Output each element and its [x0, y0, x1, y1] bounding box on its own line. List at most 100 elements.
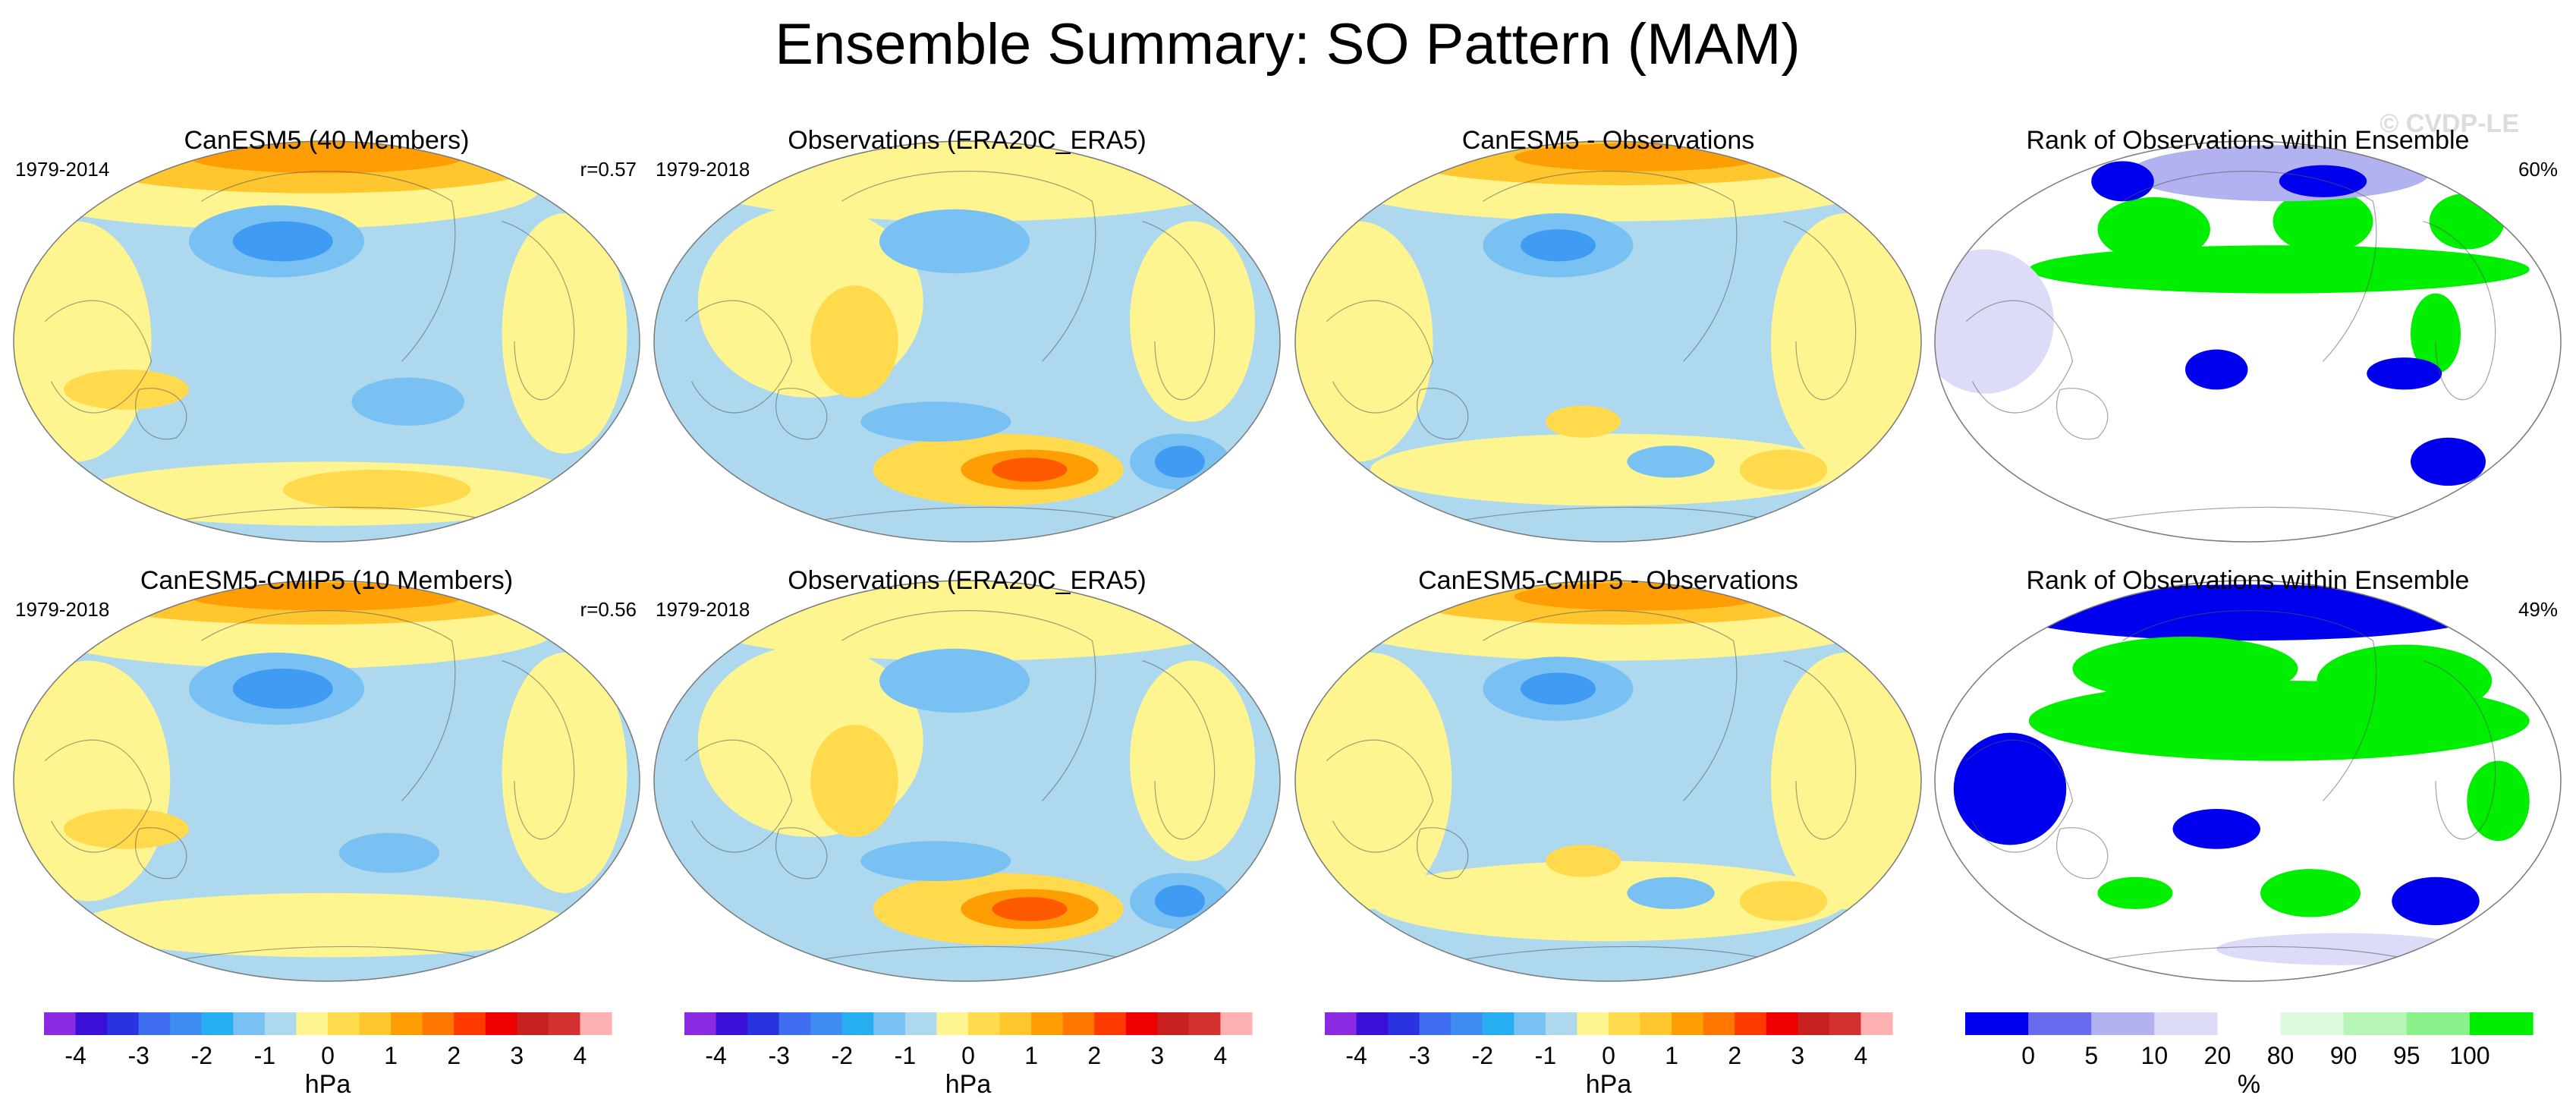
- panel-title: Observations (ERA20C_ERA5): [788, 126, 1146, 155]
- colorbar-swatch: [233, 1012, 266, 1035]
- coastline: [2056, 388, 2109, 440]
- field-patch: [232, 669, 333, 709]
- colorbar-swatch: [359, 1012, 392, 1035]
- figure-title: Ensemble Summary: SO Pattern (MAM): [775, 12, 1800, 77]
- map-panel: CanESM5 - Observations: [1294, 126, 1922, 543]
- field-patch: [1521, 229, 1596, 262]
- field-patch: [810, 725, 898, 837]
- field-patch: [1155, 445, 1205, 478]
- colorbar-swatch: [873, 1012, 906, 1035]
- coastline: [2091, 946, 2436, 966]
- field-patch: [1546, 405, 1621, 438]
- coastline: [775, 827, 828, 880]
- field-patch: [2411, 293, 2461, 374]
- period-label: 1979-2018: [15, 598, 109, 621]
- colorbar-swatch: [1609, 1012, 1641, 1035]
- colorbar-tick-label: -4: [1345, 1042, 1367, 1069]
- colorbar-swatch: [999, 1012, 1032, 1035]
- colorbar-swatch: [1703, 1012, 1735, 1035]
- field-patch: [14, 221, 152, 462]
- coastline: [2122, 171, 2377, 362]
- field-patch: [1935, 249, 2054, 394]
- colorbar-swatch: [1514, 1012, 1546, 1035]
- colorbar-tick-label: 100: [2449, 1042, 2490, 1069]
- colorbar-tick-label: -2: [191, 1042, 212, 1069]
- colorbar-tick-label: 0: [1602, 1042, 1615, 1069]
- map-panel: Rank of Observations within Ensemble 60%: [1934, 126, 2562, 543]
- colorbar-tick-label: -1: [254, 1042, 275, 1069]
- colorbar-unit-label: hPa: [1586, 1070, 1632, 1099]
- colorbar-tick-label: -3: [127, 1042, 149, 1069]
- field-patch: [1771, 213, 1921, 470]
- colorbar-unit-label: hPa: [945, 1070, 992, 1099]
- field-patch: [2097, 876, 2173, 909]
- field-patch: [502, 213, 627, 454]
- colorbar-swatch: [580, 1012, 612, 1035]
- coastline: [1483, 171, 1738, 362]
- map-border: [1934, 140, 2562, 543]
- map-panel: Rank of Observations within Ensemble 49%: [1934, 566, 2562, 982]
- field-patch: [879, 648, 1030, 713]
- colorbar-tick-label: 3: [1791, 1042, 1804, 1069]
- map-border: [13, 140, 640, 543]
- period-label: 1979-2018: [656, 598, 750, 621]
- colorbar-swatch: [1356, 1012, 1389, 1035]
- colorbar-swatch: [1766, 1012, 1798, 1035]
- map-field: [1935, 581, 2561, 981]
- coastline: [2091, 506, 2436, 527]
- colorbar-swatch: [1220, 1012, 1253, 1035]
- coastline: [44, 300, 153, 414]
- coastline: [135, 827, 187, 880]
- map-border: [13, 580, 640, 982]
- field-patch: [879, 209, 1030, 274]
- coastline: [170, 946, 515, 966]
- colorbar-swatch: [1094, 1012, 1127, 1035]
- map-field: [654, 581, 1280, 981]
- colorbar: -4 -3 -2 -1 0 1 2 3 4 hPa: [684, 1012, 1253, 1099]
- colorbar-swatch: [2280, 1012, 2345, 1035]
- colorbar-swatch: [1031, 1012, 1064, 1035]
- colorbar-tick-label: 0: [2021, 1042, 2035, 1069]
- colorbar-swatch: [747, 1012, 780, 1035]
- colorbar-swatch: [2091, 1012, 2155, 1035]
- map-border: [1294, 580, 1922, 982]
- colorbar-tick-label: 95: [2393, 1042, 2420, 1069]
- colorbar-swatch: [75, 1012, 108, 1035]
- field-patch: [860, 401, 1011, 442]
- field-patch: [1739, 881, 1828, 921]
- colorbar-swatch: [328, 1012, 360, 1035]
- colorbar-tick-label: 3: [510, 1042, 524, 1069]
- map-border: [653, 140, 1281, 543]
- field-patch: [2272, 189, 2373, 253]
- colorbar-unit-label: %: [2238, 1070, 2260, 1099]
- watermark: © CVDP-LE: [2379, 109, 2519, 138]
- colorbar-tick-label: 2: [1728, 1042, 1741, 1069]
- period-label: 1979-2014: [15, 158, 109, 181]
- colorbar-swatch: [1419, 1012, 1452, 1035]
- colorbar-swatch: [1545, 1012, 1578, 1035]
- colorbar-swatch: [391, 1012, 423, 1035]
- field-patch: [1953, 732, 2067, 845]
- field-patch: [339, 832, 439, 873]
- colorbar-swatch: [1188, 1012, 1222, 1035]
- panel-grid: CanESM5 (40 Members) 1979-2014 r=0.57 Obser…: [13, 126, 2562, 982]
- period-label: 1979-2018: [656, 158, 750, 181]
- coastline: [44, 739, 153, 853]
- map-field: [654, 141, 1280, 542]
- map-panel: CanESM5 (40 Members) 1979-2014 r=0.57: [13, 126, 640, 543]
- colorbar: -4 -3 -2 -1 0 1 2 3 4 hPa: [1325, 1012, 1893, 1099]
- map-panel: CanESM5-CMIP5 - Observations: [1294, 566, 1922, 982]
- colorbar-tick-label: -3: [768, 1042, 789, 1069]
- colorbar-swatch: [517, 1012, 549, 1035]
- field-patch: [76, 892, 577, 958]
- colorbar-swatch: [841, 1012, 874, 1035]
- field-patch: [282, 469, 471, 510]
- map-border: [1294, 140, 1922, 543]
- colorbar-tick-label: 0: [321, 1042, 335, 1069]
- colorbar-tick-label: -4: [705, 1042, 726, 1069]
- field-patch: [2091, 161, 2154, 202]
- colorbar-swatch: [778, 1012, 811, 1035]
- colorbar-swatch: [1451, 1012, 1483, 1035]
- panel-title: Observations (ERA20C_ERA5): [788, 566, 1146, 595]
- coastline: [1965, 739, 2074, 853]
